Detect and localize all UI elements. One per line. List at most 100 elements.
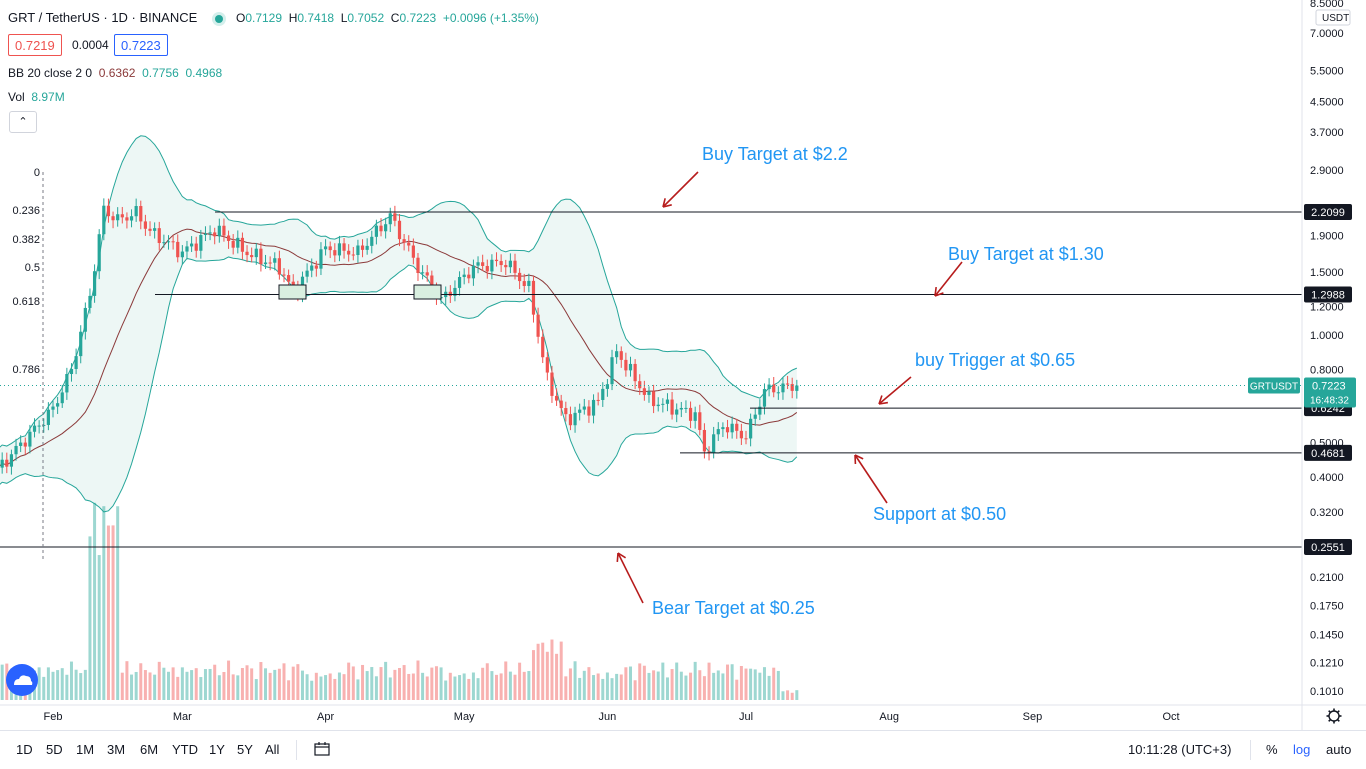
annotation-label[interactable]: Support at $0.50	[873, 504, 1006, 524]
log-toggle[interactable]: log	[1293, 742, 1310, 757]
candle-body	[250, 255, 253, 257]
date-range-icon[interactable]	[314, 741, 332, 757]
candle-body	[98, 234, 101, 271]
timeframe-1y[interactable]: 1Y	[209, 742, 225, 757]
volume-bar	[726, 665, 729, 700]
volume-bar	[56, 670, 59, 700]
annotation-arrow[interactable]	[663, 172, 698, 207]
timeframe-5d[interactable]: 5D	[46, 742, 63, 757]
timeframe-6m[interactable]: 6M	[140, 742, 158, 757]
volume-bar	[61, 668, 64, 700]
annotation-arrow[interactable]	[935, 262, 962, 296]
time-tick-label: Mar	[173, 711, 192, 723]
volume-bar	[352, 666, 355, 700]
annotation-arrow[interactable]	[618, 553, 643, 603]
timeframe-1d[interactable]: 1D	[16, 742, 33, 757]
timeframe-1m[interactable]: 1M	[76, 742, 94, 757]
symbol-title[interactable]: GRT / TetherUS · 1D · BINANCE	[8, 10, 197, 25]
time-tick-label: Jun	[599, 711, 617, 723]
bb-legend[interactable]: BB 20 close 2 0 0.6362 0.7756 0.4968	[8, 66, 222, 80]
volume-bar	[472, 673, 475, 700]
volume-bar	[467, 679, 470, 700]
price-tick-label: 0.1210	[1310, 658, 1344, 670]
candle-body	[329, 246, 332, 250]
candle-body	[199, 235, 202, 251]
annotation-label[interactable]: Buy Target at $2.2	[702, 144, 848, 164]
collapse-legend-button[interactable]: ⌃	[9, 111, 37, 133]
timeframe-5y[interactable]: 5Y	[237, 742, 253, 757]
volume-bar	[481, 668, 484, 700]
candle-body	[347, 251, 350, 255]
candle-body	[532, 281, 535, 315]
candle-body	[398, 221, 401, 239]
volume-bar	[88, 536, 91, 700]
volume-bar	[592, 675, 595, 700]
volume-bar	[486, 663, 489, 700]
percent-toggle[interactable]: %	[1266, 742, 1278, 757]
volume-legend[interactable]: Vol 8.97M	[8, 90, 65, 104]
candle-body	[592, 400, 595, 416]
timeframe-all[interactable]: All	[265, 742, 279, 757]
candle-body	[500, 261, 503, 265]
volume-bar	[643, 666, 646, 700]
price-tick-label: 3.7000	[1310, 127, 1344, 139]
volume-bar	[781, 691, 784, 700]
last-price-symbol: GRTUSDT	[1250, 382, 1298, 393]
auto-toggle[interactable]: auto	[1326, 742, 1351, 757]
annotation-label[interactable]: buy Trigger at $0.65	[915, 350, 1075, 370]
settings-gear-icon[interactable]	[1327, 709, 1342, 724]
candle-body	[375, 226, 378, 237]
candle-body	[61, 392, 64, 403]
candle-body	[610, 357, 613, 384]
volume-bar	[463, 673, 466, 700]
candle-body	[786, 384, 789, 385]
volume-bar	[509, 672, 512, 700]
fib-level-label: 0.786	[12, 364, 40, 376]
annotation-arrow[interactable]	[879, 377, 911, 404]
volume-bar	[296, 664, 299, 700]
volume-bar	[149, 672, 152, 700]
candle-body	[735, 424, 738, 431]
volume-bar	[671, 669, 674, 700]
buy-price-box[interactable]: 0.7223	[114, 34, 168, 56]
volume-bar	[338, 673, 341, 700]
candle-body	[379, 226, 382, 232]
candle-body	[472, 266, 475, 279]
volume-bar	[167, 672, 170, 700]
candle-body	[51, 407, 54, 410]
symbol-legend: GRT / TetherUS · 1D · BINANCE O0.7129 H0…	[8, 10, 539, 25]
candle-body	[241, 238, 244, 252]
price-tick-label: 2.9000	[1310, 165, 1344, 177]
annotation-label[interactable]: Buy Target at $1.30	[948, 244, 1104, 264]
volume-bar	[112, 525, 115, 700]
volume-bar	[195, 668, 198, 700]
price-tick-label: 0.1450	[1310, 630, 1344, 642]
volume-bar	[490, 671, 493, 700]
sell-price-box[interactable]: 0.7219	[8, 34, 62, 56]
candle-body	[698, 412, 701, 430]
volume-bar	[398, 668, 401, 700]
time-tick-label: May	[454, 711, 475, 723]
volume-bar	[343, 674, 346, 700]
currency-label[interactable]: USDT	[1322, 13, 1349, 24]
volume-bar	[527, 671, 530, 700]
timeframe-3m[interactable]: 3M	[107, 742, 125, 757]
volume-bar	[273, 670, 276, 700]
annotation-arrow[interactable]	[855, 455, 887, 503]
annotation-label[interactable]: Bear Target at $0.25	[652, 598, 815, 618]
volume-bar	[241, 668, 244, 700]
candle-body	[463, 275, 466, 277]
candle-body	[569, 414, 572, 425]
candle-body	[458, 277, 461, 288]
candle-body	[167, 241, 170, 242]
volume-bar	[389, 677, 392, 700]
clock-timezone[interactable]: 10:11:28 (UTC+3)	[1128, 742, 1231, 757]
candle-body	[754, 415, 757, 419]
ohlc-values: O0.7129 H0.7418 L0.7052 C0.7223 +0.0096 …	[236, 11, 539, 25]
timeframe-ytd[interactable]: YTD	[172, 742, 198, 757]
tradingview-logo-icon[interactable]	[6, 664, 38, 696]
candle-body	[278, 258, 281, 274]
volume-bar	[449, 673, 452, 700]
